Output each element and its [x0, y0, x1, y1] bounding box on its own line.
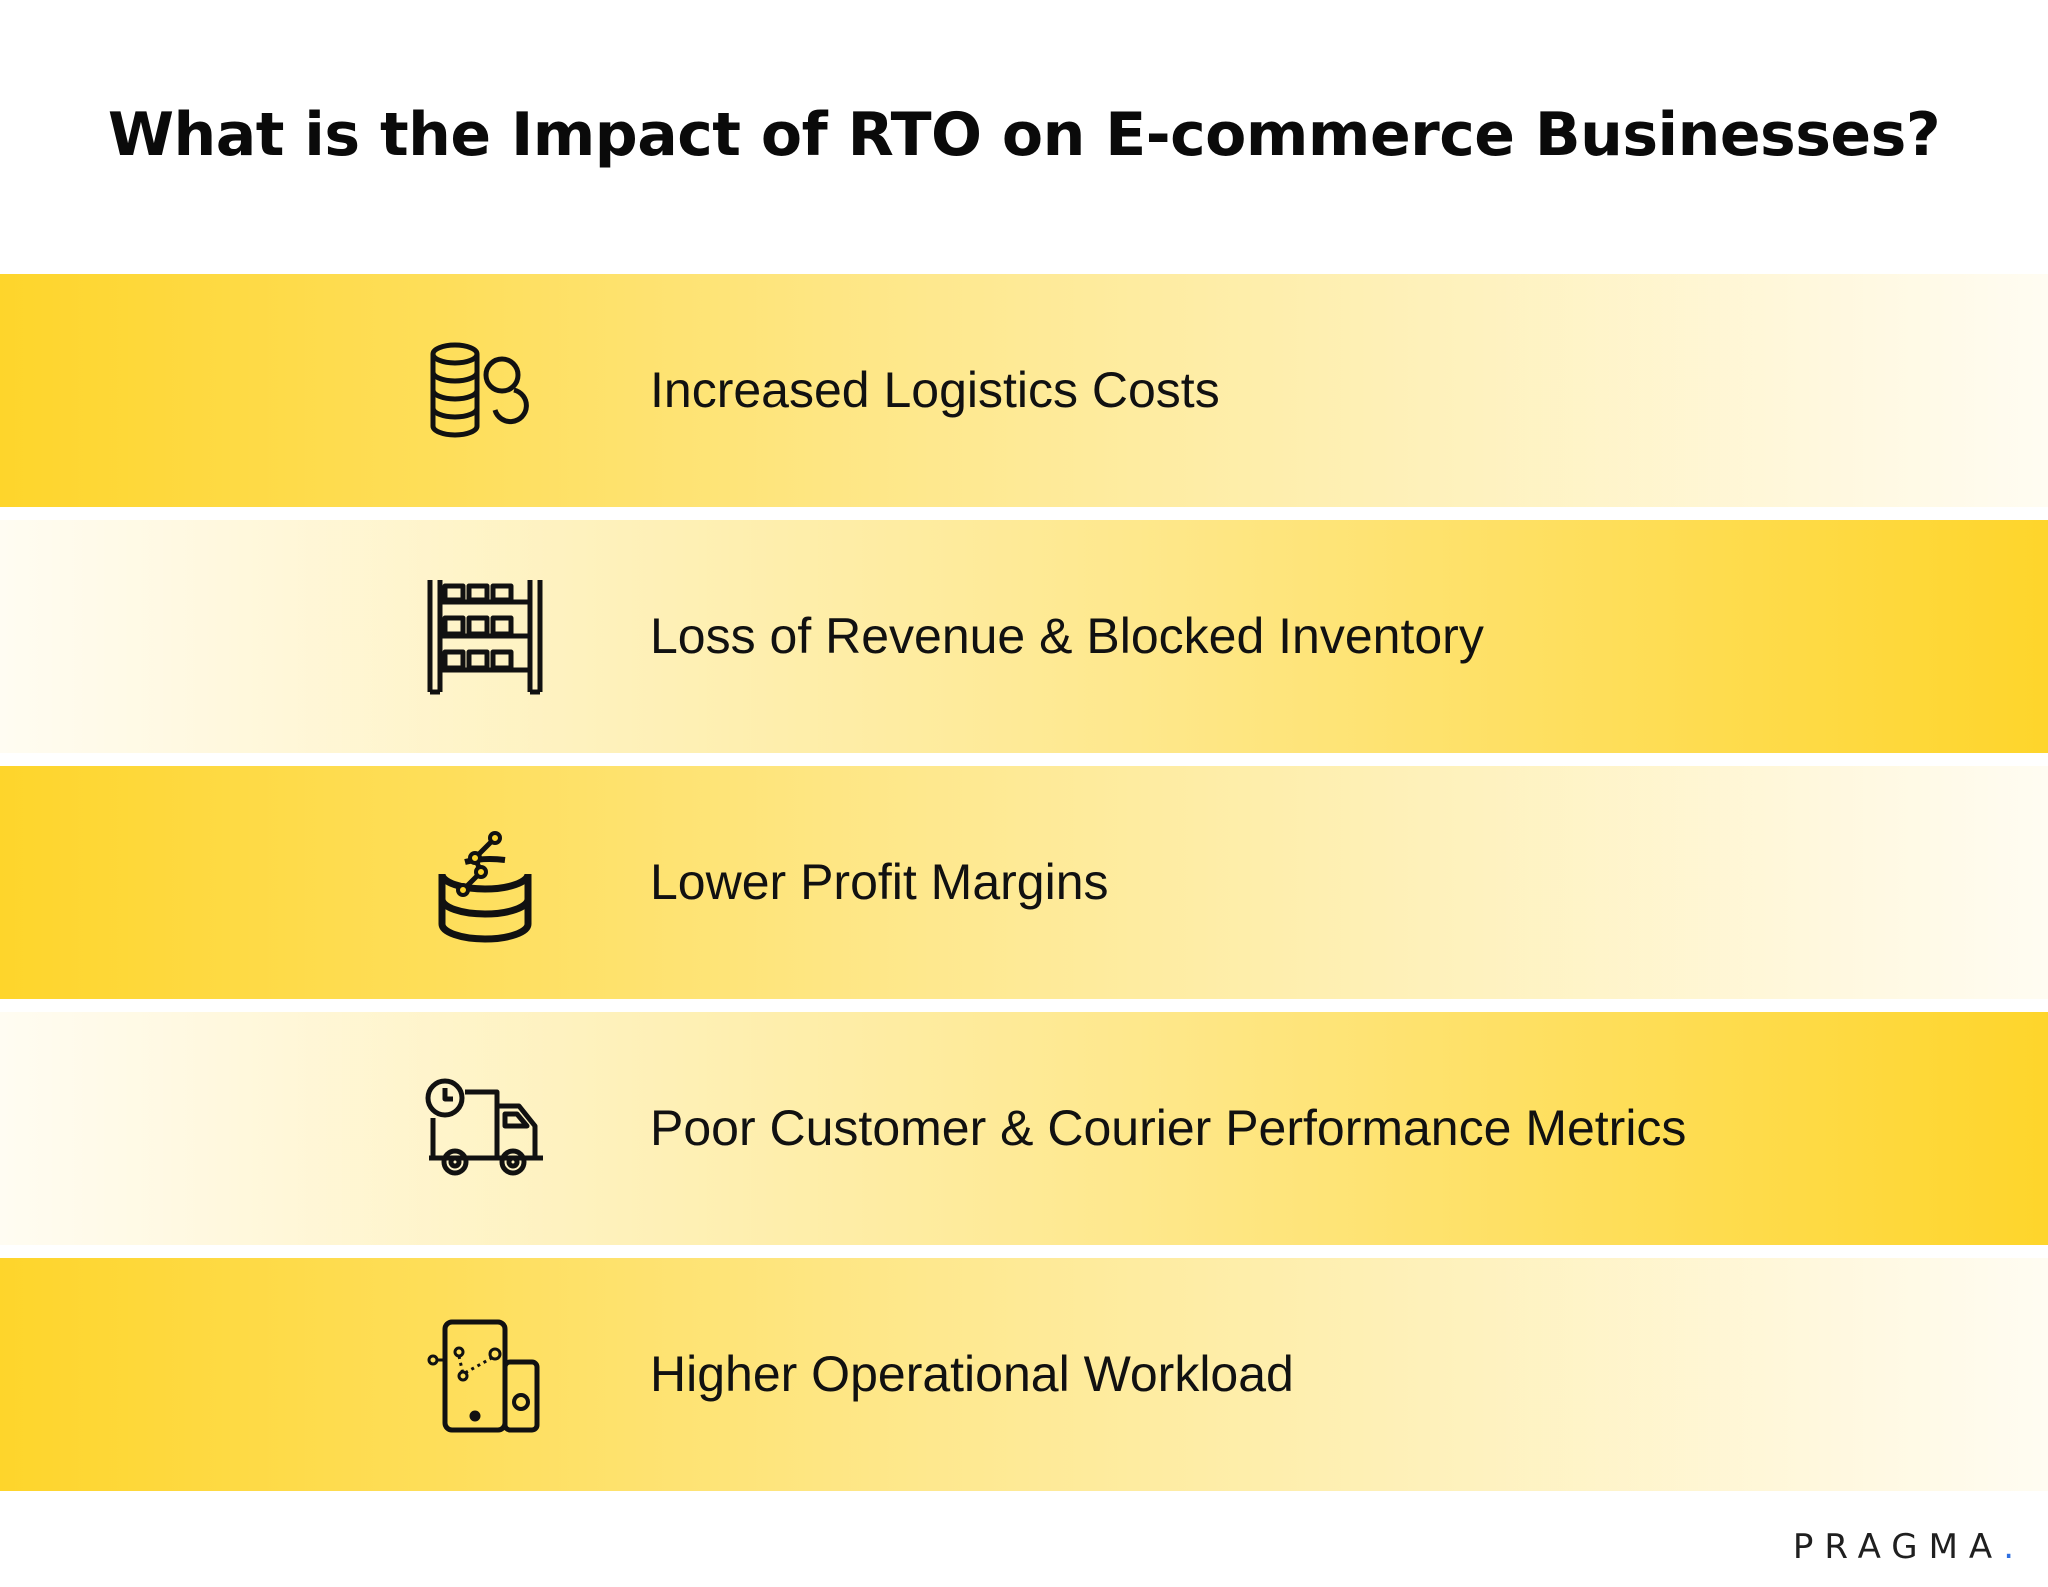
impact-item-label: Lower Profit Margins: [650, 854, 1109, 910]
impact-item-operational-workload: Higher Operational Workload: [0, 1258, 2048, 1491]
brand-dot: .: [2003, 1527, 2014, 1567]
delivery-truck-clock-icon: [425, 1078, 545, 1178]
coins-icon: [425, 340, 545, 440]
impact-item-revenue-inventory: Loss of Revenue & Blocked Inventory: [0, 520, 2048, 753]
impact-item-label: Loss of Revenue & Blocked Inventory: [650, 608, 1484, 664]
impact-item-label: Increased Logistics Costs: [650, 362, 1220, 418]
brand-name: PRAGMA: [1792, 1527, 2004, 1567]
impact-item-performance-metrics: Poor Customer & Courier Performance Metr…: [0, 1012, 2048, 1245]
impact-item-profit-margins: Lower Profit Margins: [0, 766, 2048, 999]
impact-item-logistics-costs: Increased Logistics Costs: [0, 274, 2048, 507]
impact-item-label: Poor Customer & Courier Performance Metr…: [650, 1100, 1687, 1156]
brand-logo: PRAGMA.: [1793, 1527, 2014, 1567]
impact-item-label: Higher Operational Workload: [650, 1346, 1294, 1402]
page-title: What is the Impact of RTO on E-commerce …: [107, 100, 1941, 170]
coin-stack-chart-icon: [425, 822, 545, 943]
mobile-devices-route-icon: [425, 1316, 545, 1436]
warehouse-shelves-icon: [425, 578, 545, 695]
